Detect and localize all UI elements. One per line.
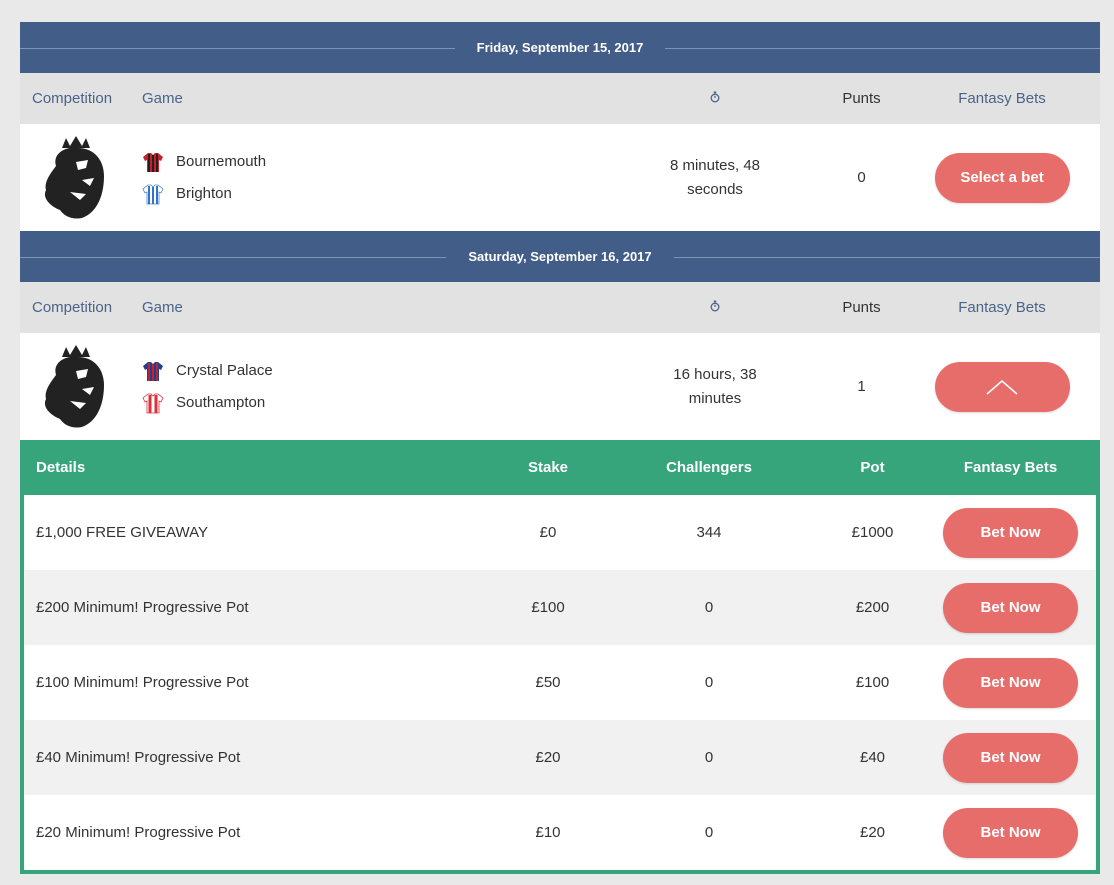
bet-pot: £1000 [851,524,894,541]
header-fantasy-bets: Fantasy Bets [958,299,1046,316]
punts-count: 0 [857,169,866,186]
table-row: £200 Minimum! Progressive Pot £100 0 £20… [24,570,1096,645]
bet-details: £20 Minimum! Progressive Pot [36,824,241,841]
table-row: £1,000 FREE GIVEAWAY £0 344 £1000 Bet No… [24,495,1096,570]
table-row: £40 Minimum! Progressive Pot £20 0 £40 B… [24,720,1096,795]
bet-now-button[interactable]: Bet Now [943,582,1078,633]
header-competition: Competition [32,299,113,316]
bet-details: £200 Minimum! Progressive Pot [36,599,249,616]
bet-now-button[interactable]: Bet Now [943,807,1078,858]
bet-challengers: 0 [704,749,714,766]
bet-challengers: 0 [704,824,714,841]
time-remaining: 16 hours, 38 minutes [673,365,757,407]
shirt-icon [142,184,164,204]
header-details: Details [36,459,86,476]
bet-now-button[interactable]: Bet Now [943,657,1078,708]
table-row: £20 Minimum! Progressive Pot £10 0 £20 B… [24,795,1096,870]
match-row[interactable]: Bournemouth Brighton 8 minutes, 48 secon… [20,124,1100,231]
punts-count: 1 [857,378,866,395]
away-team: Southampton [142,387,430,419]
bet-stake: £50 [535,674,561,691]
column-header-row: Competition Game Punts Fantasy Bets [20,282,1100,333]
date-bar: Saturday, September 16, 2017 [20,231,1100,282]
bet-pot: £100 [855,674,890,691]
time-remaining: 8 minutes, 48 seconds [669,156,761,198]
home-team: Crystal Palace [142,355,430,387]
home-team-name: Crystal Palace [176,362,273,379]
away-team: Brighton [142,178,430,210]
bet-stake: £10 [535,824,561,841]
header-fantasy-bets: Fantasy Bets [958,90,1046,107]
bet-challengers: 344 [696,524,722,541]
bet-stake: £0 [539,524,557,541]
header-stake: Stake [527,459,569,476]
home-team: Bournemouth [142,146,430,178]
shirt-icon [142,393,164,413]
chevron-up-icon [986,379,1018,395]
bet-now-button[interactable]: Bet Now [943,507,1078,558]
bet-stake: £100 [531,599,565,616]
bet-pot: £20 [859,824,886,841]
column-header-row: Competition Game Punts Fantasy Bets [20,73,1100,124]
bet-stake: £20 [535,749,561,766]
date-label: Friday, September 15, 2017 [454,40,666,55]
date-bar: Friday, September 15, 2017 [20,22,1100,73]
header-fantasy-bets: Fantasy Bets [963,459,1058,476]
bet-pot: £200 [855,599,890,616]
stopwatch-icon [611,296,819,320]
bet-challengers: 0 [704,599,714,616]
header-pot: Pot [860,459,885,476]
table-row: £100 Minimum! Progressive Pot £50 0 £100… [24,645,1096,720]
stopwatch-icon [611,87,819,111]
fixtures-panel: Friday, September 15, 2017 Competition G… [20,22,1100,874]
header-game: Game [142,299,183,316]
bets-table-header: Details Stake Challengers Pot Fantasy Be… [20,440,1100,495]
header-punts: Punts [842,299,881,316]
away-team-name: Brighton [176,185,232,202]
select-bet-button[interactable]: Select a bet [934,152,1070,203]
away-team-name: Southampton [176,394,266,411]
date-label: Saturday, September 16, 2017 [446,249,674,264]
premier-league-lion-icon [44,344,104,428]
shirt-icon [143,152,163,172]
bet-challengers: 0 [704,674,714,691]
collapse-bets-button[interactable] [934,361,1070,412]
bet-pot: £40 [859,749,886,766]
header-game: Game [142,90,183,107]
header-challengers: Challengers [666,459,752,476]
bet-now-button[interactable]: Bet Now [943,732,1078,783]
shirt-icon [143,361,163,381]
home-team-name: Bournemouth [176,153,267,170]
bets-table-body: £1,000 FREE GIVEAWAY £0 344 £1000 Bet No… [24,495,1096,870]
header-punts: Punts [842,90,881,107]
bet-details: £40 Minimum! Progressive Pot [36,749,241,766]
match-row[interactable]: Crystal Palace Southampton 16 hours, 38 … [20,333,1100,440]
premier-league-lion-icon [44,135,104,219]
header-competition: Competition [32,90,113,107]
bet-details: £1,000 FREE GIVEAWAY [36,524,209,541]
bets-table: Details Stake Challengers Pot Fantasy Be… [20,440,1100,874]
bet-details: £100 Minimum! Progressive Pot [36,674,249,691]
